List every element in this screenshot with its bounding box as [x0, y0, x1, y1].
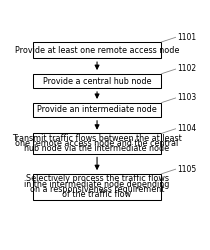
Text: on a responsiveness requirement: on a responsiveness requirement — [30, 185, 164, 194]
Text: Transmit traffic flows between the at least: Transmit traffic flows between the at le… — [12, 134, 182, 143]
Text: of the traffic flow: of the traffic flow — [63, 190, 132, 200]
Text: Selectively process the traffic flows: Selectively process the traffic flows — [26, 174, 169, 183]
Text: 1102: 1102 — [178, 64, 197, 74]
Bar — [33, 74, 161, 88]
Text: Provide a central hub node: Provide a central hub node — [43, 76, 151, 86]
Text: in the intermediate node depending: in the intermediate node depending — [24, 180, 170, 189]
Text: 1103: 1103 — [178, 93, 197, 102]
Text: 1105: 1105 — [178, 164, 197, 173]
Bar — [33, 134, 161, 154]
Text: Provide an intermediate node: Provide an intermediate node — [37, 106, 157, 114]
Text: 1104: 1104 — [178, 124, 197, 133]
Bar — [33, 174, 161, 200]
Text: 1101: 1101 — [178, 33, 197, 42]
Bar — [33, 103, 161, 117]
Text: hub node via the intermediate node: hub node via the intermediate node — [25, 144, 170, 154]
Bar — [33, 42, 161, 58]
Text: one remote access node and the central: one remote access node and the central — [15, 139, 179, 148]
Text: Provide at least one remote access node: Provide at least one remote access node — [15, 46, 179, 55]
